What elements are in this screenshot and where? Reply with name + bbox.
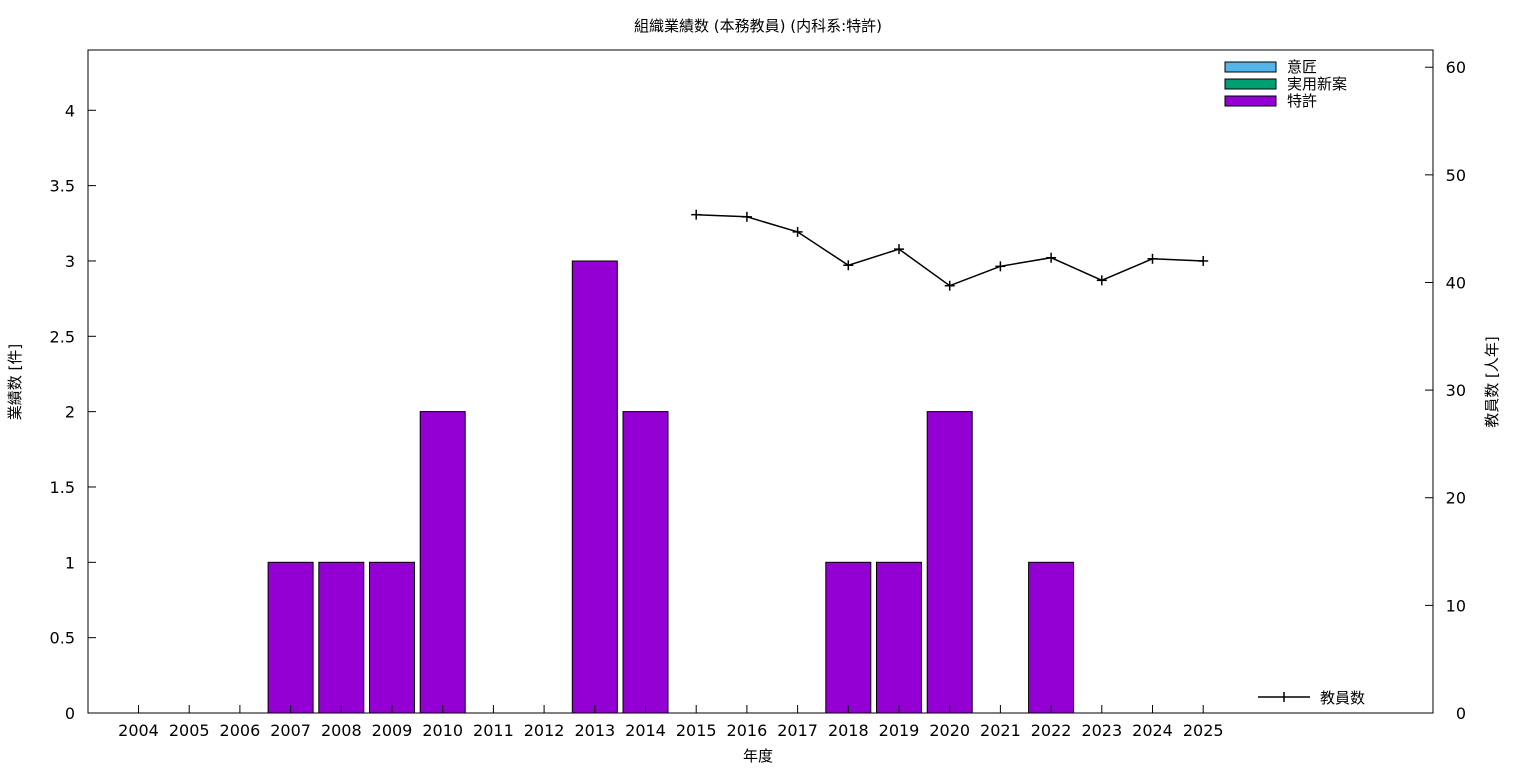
- line-legend-label: 教員数: [1320, 689, 1365, 707]
- bar-2013-2: [571, 260, 618, 714]
- x-tick-label: 2025: [1183, 721, 1224, 740]
- line-series-path: [696, 213, 1204, 287]
- legend-swatch-1: [1224, 78, 1277, 90]
- y-axis-ticks: 0 0.5 1 1.5 2 2.5 3 3.5 4: [50, 101, 96, 723]
- bar-2008-2: [318, 561, 365, 714]
- x-tick-label: 2005: [169, 721, 210, 740]
- x-axis-label: 年度: [743, 747, 773, 765]
- x-tick-label: 2007: [270, 721, 311, 740]
- line-point-2023: [1096, 275, 1107, 286]
- chart-title: 組織業績数 (本務教員) (内科系:特許): [634, 17, 882, 35]
- y-tick-label: 2.5: [50, 327, 75, 346]
- y-tick-label: 0.5: [50, 629, 75, 648]
- bar-2019-2: [876, 561, 922, 714]
- line-point-2022: [1046, 252, 1057, 263]
- bar-2018-2: [825, 561, 872, 714]
- x-tick-label: 2012: [524, 721, 565, 740]
- y2-axis-label: 教員数 [人年]: [1483, 336, 1501, 427]
- plot-frame: [87, 49, 1434, 714]
- line-legend: 教員数: [1258, 689, 1365, 707]
- y2-tick-label: 40: [1446, 273, 1466, 292]
- line-point-2020: [944, 280, 955, 291]
- legend-label-0: 意匠: [1287, 58, 1317, 76]
- x-tick-label: 2018: [828, 721, 869, 740]
- line-point-2018: [843, 260, 854, 271]
- x-axis-ticks: 2004 2005 2006 2007 2008 2009 2010 2011 2012 2013…: [118, 705, 1224, 740]
- x-tick-label: 2009: [372, 721, 413, 740]
- x-tick-label: 2010: [422, 721, 463, 740]
- bar-2020-2: [926, 411, 973, 714]
- bar-2022-2: [1028, 561, 1075, 714]
- legend-swatch-0: [1224, 61, 1277, 73]
- x-tick-label: 2024: [1132, 721, 1173, 740]
- y2-tick-label: 0: [1456, 704, 1466, 723]
- x-tick-label: 2019: [879, 721, 920, 740]
- line-point-2019: [894, 244, 904, 255]
- x-tick-label: 2017: [777, 721, 818, 740]
- x-tick-label: 2011: [473, 721, 514, 740]
- x-tick-label: 2021: [980, 721, 1021, 740]
- y2-tick-label: 50: [1446, 166, 1466, 185]
- bar-2010-2: [419, 411, 466, 714]
- bar-2007-2: [267, 561, 314, 714]
- y-tick-label: 1: [65, 553, 75, 572]
- y2-axis-ticks: 0 10 20 30 40 50 60: [1425, 58, 1466, 723]
- legend-swatch-2: [1224, 95, 1277, 107]
- x-tick-label: 2016: [727, 721, 768, 740]
- x-tick-label: 2013: [574, 721, 615, 740]
- y2-tick-label: 60: [1446, 58, 1466, 77]
- bars-group: [267, 260, 1075, 714]
- line-point-2015: [691, 209, 702, 220]
- line-point-2016: [741, 211, 752, 222]
- line-series-group: [691, 209, 1209, 291]
- y-tick-label: 2: [65, 403, 75, 422]
- x-tick-label: 2006: [220, 721, 261, 740]
- line-point-2025: [1198, 255, 1209, 266]
- y-tick-label: 0: [65, 704, 75, 723]
- y2-tick-label: 30: [1446, 381, 1466, 400]
- y-tick-label: 1.5: [50, 478, 75, 497]
- bar-2009-2: [369, 561, 415, 714]
- y-tick-label: 3.5: [50, 177, 75, 196]
- y2-tick-label: 20: [1446, 489, 1466, 508]
- x-tick-label: 2008: [321, 721, 362, 740]
- x-tick-label: 2022: [1031, 721, 1072, 740]
- y-axis-label: 業績数 [件]: [6, 344, 24, 420]
- line-point-2024: [1147, 253, 1158, 264]
- legend-label-2: 特許: [1287, 92, 1317, 110]
- y-tick-label: 3: [65, 252, 75, 271]
- x-tick-label: 2014: [625, 721, 666, 740]
- x-tick-label: 2004: [118, 721, 159, 740]
- legend-label-1: 実用新案: [1287, 75, 1347, 93]
- x-tick-label: 2020: [929, 721, 970, 740]
- y-tick-label: 4: [65, 101, 75, 120]
- x-tick-label: 2015: [676, 721, 717, 740]
- y2-tick-label: 10: [1446, 596, 1466, 615]
- line-point-2017: [792, 226, 803, 237]
- line-point-2021: [995, 261, 1006, 272]
- x-tick-label: 2023: [1081, 721, 1122, 740]
- bar-2014-2: [622, 411, 669, 714]
